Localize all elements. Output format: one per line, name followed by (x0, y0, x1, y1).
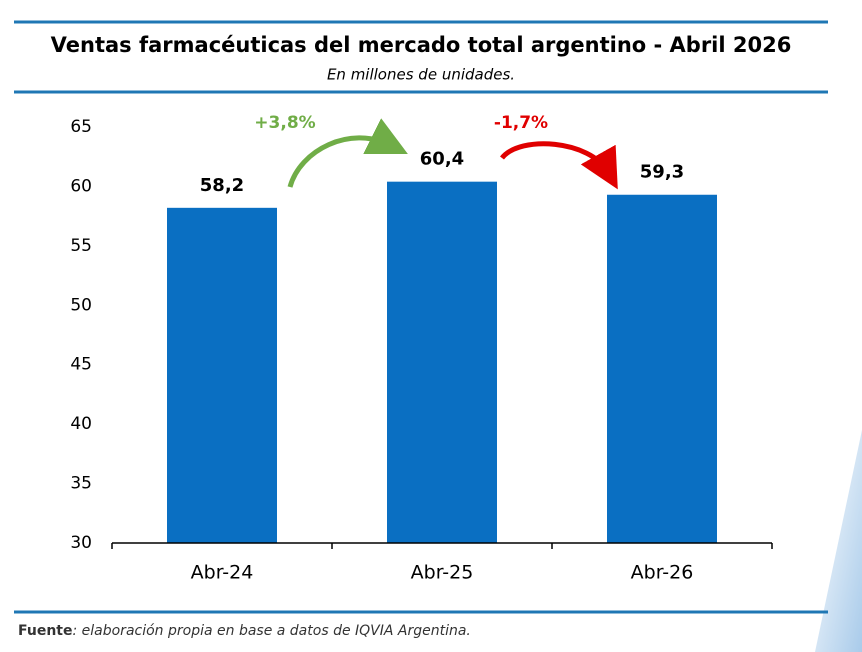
y-tick-label: 45 (70, 355, 92, 375)
y-tick-label: 30 (70, 533, 92, 553)
source: Fuente: elaboración propia en base a dat… (18, 623, 471, 639)
data-label: 59,3 (640, 162, 684, 183)
y-tick-label: 65 (70, 117, 92, 137)
y-tick-label: 50 (70, 295, 92, 315)
increase-arrow (287, 118, 408, 188)
x-tick-label: Abr-26 (631, 562, 694, 584)
y-tick-label: 55 (70, 236, 92, 256)
source-text: : elaboración propia en base a datos de … (72, 623, 470, 639)
y-tick-label: 35 (70, 474, 92, 494)
change-annotation: +3,8% (254, 113, 315, 133)
y-tick-label: 40 (70, 414, 92, 434)
bar (387, 181, 497, 543)
decoration (815, 430, 862, 652)
decrease-arrow (500, 141, 618, 190)
change-annotation: -1,7% (494, 113, 548, 133)
chart-subtitle: En millones de unidades. (327, 66, 515, 84)
data-label: 60,4 (420, 149, 464, 170)
bar (167, 207, 277, 543)
x-tick-label: Abr-25 (411, 562, 474, 584)
source-label: Fuente (18, 623, 72, 639)
y-tick-label: 60 (70, 176, 92, 196)
x-tick-label: Abr-24 (191, 562, 254, 584)
bar (607, 194, 717, 543)
data-label: 58,2 (200, 175, 244, 196)
chart-title: Ventas farmacéuticas del mercado total a… (51, 33, 792, 57)
